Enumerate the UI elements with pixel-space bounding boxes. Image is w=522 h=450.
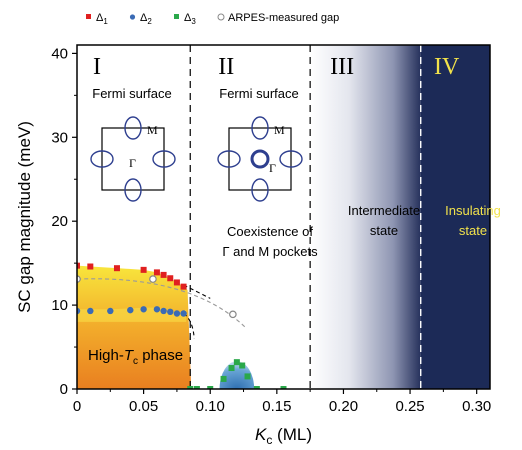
insulating-label-line1: Insulating — [445, 203, 501, 218]
arpes-measured-gap-point — [229, 310, 237, 319]
y-tick-label: 0 — [60, 381, 68, 398]
delta3-point — [233, 359, 240, 366]
legend-item-3: Δ3 — [174, 12, 196, 26]
legend-item-4: ARPES-measured gap — [217, 12, 339, 24]
legend-item-1: Δ1 — [86, 12, 108, 26]
delta3-point — [187, 386, 194, 389]
delta2-point — [127, 306, 134, 314]
coexistence-label-line2: Γ and M pockets — [222, 244, 318, 259]
delta3-point — [253, 386, 260, 389]
insulating-label-line2: state — [459, 223, 487, 238]
delta2-point — [140, 306, 147, 313]
y-tick-label: 20 — [51, 213, 68, 230]
x-tick-label: 0.30 — [462, 398, 491, 415]
m-pocket — [279, 150, 303, 168]
legend-label: Δ1 — [96, 12, 108, 26]
brillouin-zone — [101, 127, 165, 191]
intermediate-label-line1: Intermediate — [348, 203, 420, 218]
x-tick-label: 0.25 — [395, 398, 424, 415]
delta3-point — [220, 375, 227, 382]
high-tc-phase-label: High-Tc phase — [88, 347, 183, 367]
delta1-point — [167, 275, 174, 282]
delta3-point — [280, 386, 287, 389]
m-pocket — [251, 178, 269, 202]
region-label-ii: II — [218, 54, 234, 80]
x-axis-label: Kc (ML) — [255, 425, 312, 447]
delta3-point — [244, 373, 251, 380]
delta1-point — [173, 279, 180, 286]
y-tick-label: 30 — [51, 129, 68, 146]
arpes-measured-gap-point — [149, 275, 157, 283]
delta2-point — [167, 308, 174, 316]
m-pocket — [90, 150, 114, 168]
region-label-i: I — [93, 54, 101, 80]
delta2-point — [77, 307, 81, 315]
legend-label: ARPES-measured gap — [228, 12, 339, 24]
coexistence-label-line1: Coexistence of — [227, 224, 313, 239]
delta1-point — [140, 266, 147, 273]
delta3-dome — [219, 361, 255, 389]
delta2-point — [160, 307, 167, 315]
legend-label: Δ3 — [184, 12, 196, 26]
delta1-point — [160, 271, 167, 278]
legend: Δ1 Δ2 Δ3 ARPES-measured gap — [86, 12, 339, 26]
legend-label: Δ2 — [140, 12, 152, 26]
delta3-point — [193, 386, 200, 389]
x-tick-label: 0.10 — [196, 398, 225, 415]
delta1-extrapolation — [183, 284, 211, 299]
intermediate-label-line2: state — [370, 223, 398, 238]
fermi-surface-label: Fermi surface — [92, 86, 171, 101]
m-pocket — [124, 178, 142, 202]
delta2-point — [153, 306, 161, 313]
region-label-iv: IV — [434, 54, 460, 80]
gamma-point-label: Γ — [269, 161, 276, 175]
delta2-point — [180, 310, 187, 317]
delta2-point — [173, 310, 181, 317]
fermi-surface-inset-1: Fermi surface M Γ — [90, 86, 176, 202]
delta2-point — [107, 307, 114, 315]
region-iii-background — [310, 45, 421, 389]
x-tick-label: 0.05 — [129, 398, 158, 415]
gamma-pocket — [250, 149, 270, 169]
brillouin-zone — [228, 127, 292, 191]
m-pocket — [152, 150, 176, 168]
region-label-iii: III — [330, 54, 354, 80]
plot-frame — [76, 44, 491, 390]
delta2-point — [87, 307, 94, 315]
high-tc-phase-area — [77, 265, 191, 389]
x-tick-label: 0.15 — [262, 398, 291, 415]
fermi-surface-inset-2: Fermi surface M Γ — [217, 86, 303, 202]
legend-item-2: Δ2 — [129, 12, 152, 26]
m-pocket — [251, 116, 269, 140]
delta3-point — [228, 365, 235, 372]
m-point-label: M — [274, 123, 285, 137]
delta3-point — [239, 362, 246, 369]
y-tick-label: 10 — [51, 297, 68, 314]
x-tick-label: 0 — [73, 398, 81, 415]
delta1-point — [87, 263, 94, 270]
m-point-label: M — [147, 123, 158, 137]
region-iv-background — [420, 45, 490, 389]
delta1-point — [77, 262, 80, 269]
fermi-surface-label: Fermi surface — [219, 86, 298, 101]
legend-marker — [217, 13, 225, 21]
legend-marker — [129, 14, 136, 20]
delta1-point — [153, 269, 160, 276]
gamma-point-label: Γ — [129, 156, 136, 170]
legend-marker — [86, 14, 91, 19]
delta1-point — [180, 283, 187, 290]
delta3-point — [207, 386, 214, 389]
m-pocket — [124, 116, 142, 140]
y-tick-label: 40 — [51, 45, 68, 62]
legend-marker — [174, 14, 179, 19]
delta1-point — [113, 265, 120, 272]
m-pocket — [217, 150, 241, 168]
y-axis-label: SC gap magnitude (meV) — [15, 121, 34, 313]
x-tick-label: 0.20 — [329, 398, 358, 415]
